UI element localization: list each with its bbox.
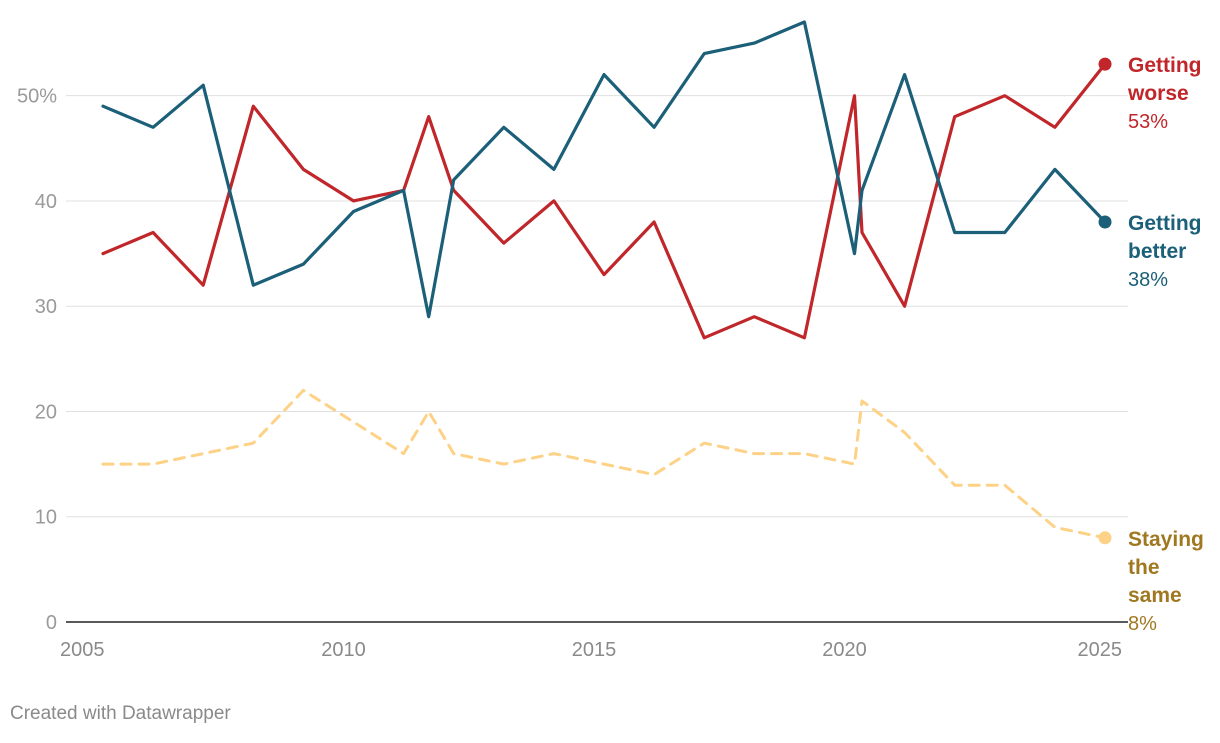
y-tick-label: 30 bbox=[35, 296, 57, 318]
x-tick-label: 2020 bbox=[822, 639, 867, 661]
series-lines bbox=[101, 20, 1112, 545]
series-label-same: Staying bbox=[1128, 528, 1204, 551]
series-label-better: better bbox=[1128, 240, 1186, 263]
series-end-value-same: 8% bbox=[1128, 613, 1157, 635]
axes: 0 10 20 30 40 50% 2005 2010 2015 2020 2025 bbox=[17, 86, 1128, 661]
y-tick-label: 50% bbox=[17, 86, 57, 108]
y-tick-label: 40 bbox=[35, 191, 57, 213]
x-tick-label: 2005 bbox=[60, 639, 105, 661]
end-marker-same bbox=[1098, 531, 1112, 545]
y-tick-label: 10 bbox=[35, 507, 57, 529]
series-line-worse bbox=[101, 62, 1107, 340]
y-tick-label: 0 bbox=[46, 612, 57, 634]
series-label-worse: worse bbox=[1127, 82, 1189, 105]
series-end-value-better: 38% bbox=[1128, 269, 1168, 291]
x-tick-label: 2010 bbox=[321, 639, 366, 661]
series-label-same: same bbox=[1128, 584, 1182, 607]
gridlines bbox=[66, 95, 1128, 518]
series-end-value-worse: 53% bbox=[1128, 111, 1168, 133]
series-labels: Getting worse 53% Getting better 38% Staying th… bbox=[1127, 54, 1204, 635]
y-tick-label: 20 bbox=[35, 401, 57, 423]
series-line-better bbox=[101, 20, 1107, 319]
end-marker-better bbox=[1098, 215, 1112, 229]
x-tick-label: 2015 bbox=[572, 639, 617, 661]
series-line-same bbox=[101, 388, 1107, 540]
series-label-worse: Getting bbox=[1128, 54, 1202, 77]
series-label-better: Getting bbox=[1128, 212, 1202, 235]
x-tick-label: 2025 bbox=[1078, 639, 1123, 661]
footer-credit: Created with Datawrapper bbox=[10, 703, 231, 724]
series-label-same: the bbox=[1128, 556, 1160, 579]
end-marker-worse bbox=[1098, 57, 1112, 71]
